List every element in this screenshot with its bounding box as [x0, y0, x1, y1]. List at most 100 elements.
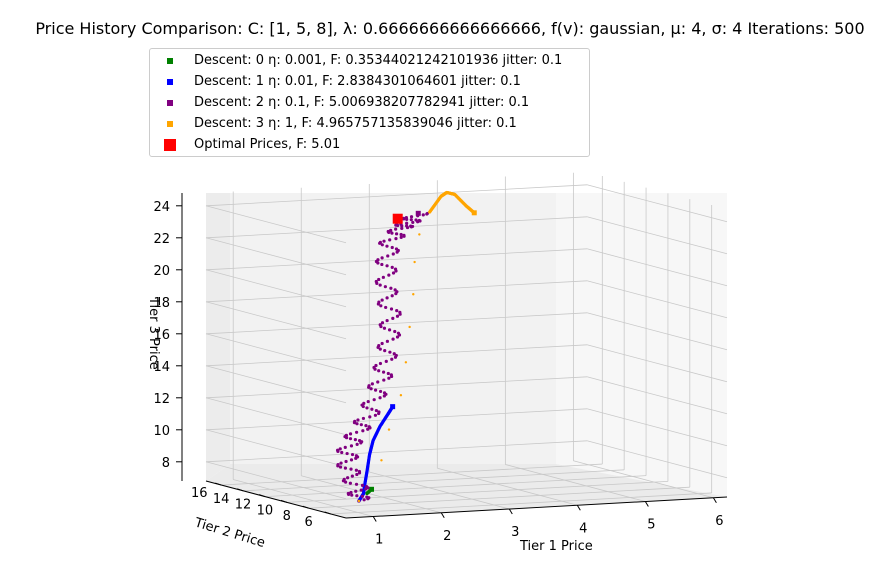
legend-label-descent-2: Descent: 2 η: 0.1, F: 5.006938207782941 … [194, 95, 530, 110]
data-point [387, 376, 391, 380]
data-point [365, 484, 369, 489]
data-point [383, 285, 387, 289]
data-point [380, 341, 384, 346]
grid-line [205, 429, 347, 468]
data-point [386, 254, 390, 258]
data-point [367, 425, 371, 429]
data-point [393, 288, 397, 292]
data-point [389, 307, 394, 311]
y-axis-label: Tier 2 Price [192, 515, 267, 551]
data-point [342, 477, 346, 481]
data-point [360, 494, 365, 498]
data-point [387, 428, 391, 431]
data-point [356, 418, 360, 422]
grid-line [205, 333, 347, 372]
series-2 [335, 210, 430, 503]
y-tick-label: 12 [235, 498, 252, 513]
y-tick-label: 16 [191, 486, 208, 501]
y-tick-label: 14 [213, 492, 230, 507]
data-point [380, 262, 384, 267]
data-point [377, 277, 381, 282]
data-point [338, 447, 342, 451]
data-point [369, 387, 373, 391]
y-tick-label: 6 [305, 515, 313, 530]
data-point [402, 233, 406, 237]
x-tick-mark [576, 504, 581, 511]
legend-label-optimal: Optimal Prices, F: 5.01 [194, 137, 341, 152]
data-point [378, 396, 382, 400]
back-pane [230, 193, 556, 464]
data-point [377, 300, 381, 304]
y-tick-mark [324, 511, 331, 515]
grid-line [205, 408, 588, 431]
data-point [382, 391, 387, 395]
data-point [389, 286, 393, 290]
data-point [393, 267, 398, 271]
grid-line [205, 365, 347, 404]
x-tick-mark [440, 512, 445, 519]
legend-marker-descent-3 [167, 121, 173, 127]
grid-line [586, 344, 728, 383]
data-point [349, 467, 353, 471]
grid-line [301, 475, 442, 514]
data-point [391, 271, 396, 275]
grid-line [205, 184, 588, 207]
grid-line [205, 312, 588, 335]
y-axis-line [205, 480, 347, 519]
data-point [355, 494, 359, 498]
y-tick-mark [280, 499, 288, 503]
data-point [378, 389, 383, 394]
grid-line [586, 280, 728, 319]
data-point [336, 462, 340, 467]
series-4 [392, 213, 403, 224]
data-point [357, 469, 362, 474]
data-series [335, 190, 477, 503]
legend-marker-descent-1 [167, 79, 173, 85]
data-point [343, 445, 347, 449]
data-point [405, 221, 409, 225]
data-point [344, 459, 348, 464]
data-point [394, 247, 399, 251]
grid-line [205, 301, 347, 340]
data-point [404, 215, 408, 220]
y-tick-label: 10 [257, 503, 274, 518]
data-point [368, 415, 372, 419]
grid-line [205, 237, 347, 276]
right-pane [556, 193, 727, 497]
data-point [370, 407, 374, 411]
data-point [411, 220, 415, 225]
data-point [377, 369, 381, 373]
data-point [376, 258, 380, 262]
data-point [340, 450, 344, 455]
data-point [378, 240, 382, 244]
z-tick-label: 20 [153, 264, 170, 279]
data-point [354, 482, 359, 486]
data-point [390, 265, 394, 269]
grid-line [243, 469, 625, 492]
data-point [360, 483, 365, 487]
x-tick-label: 5 [647, 518, 655, 533]
grid-line [205, 248, 588, 271]
legend-label-descent-1: Descent: 1 η: 0.01, F: 2.8384301064601 j… [194, 74, 521, 89]
data-point [398, 310, 402, 314]
data-point [359, 423, 363, 427]
data-point [350, 493, 354, 497]
data-point [348, 481, 352, 485]
data-point [395, 308, 399, 313]
z-tick-label: 18 [153, 296, 170, 311]
data-point [385, 339, 390, 343]
data-point [373, 413, 378, 417]
y-tick-mark [215, 482, 222, 486]
data-point [379, 304, 383, 308]
data-point [380, 298, 384, 302]
data-point [394, 227, 398, 231]
grid-line [221, 463, 603, 486]
data-point [335, 448, 340, 452]
data-point [367, 384, 371, 388]
data-point [414, 218, 418, 222]
data-point [390, 357, 394, 361]
data-point [378, 283, 382, 287]
grid-line [586, 216, 728, 255]
data-point [404, 361, 408, 364]
